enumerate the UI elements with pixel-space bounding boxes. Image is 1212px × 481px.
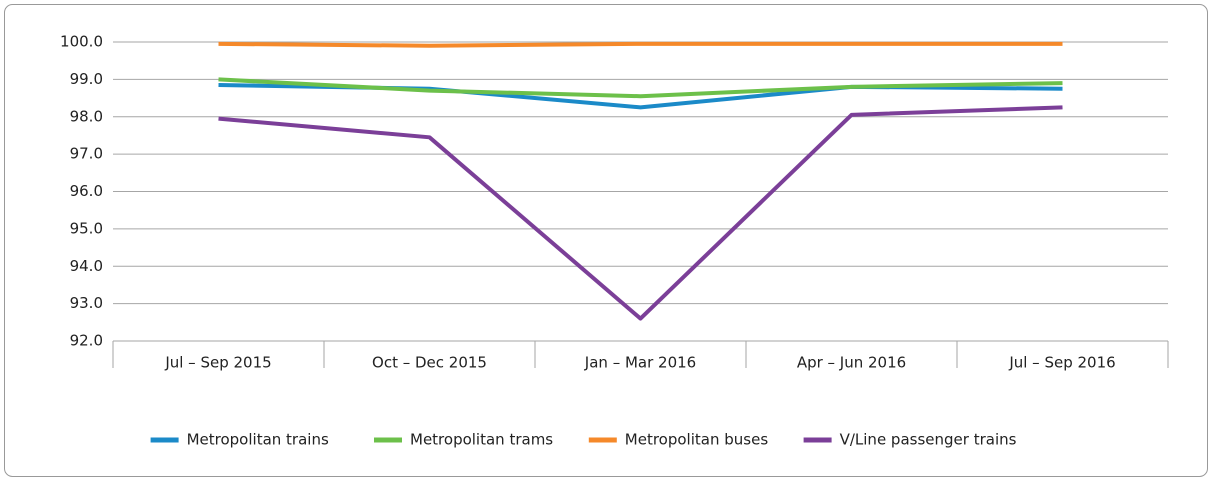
y-tick-label: 100.0 — [60, 33, 103, 51]
x-tick-label: Apr – Jun 2016 — [797, 354, 906, 372]
x-tick-label: Oct – Dec 2015 — [372, 354, 487, 372]
legend-label: V/Line passenger trains — [840, 431, 1017, 449]
legend-label: Metropolitan trams — [410, 431, 553, 449]
chart-border — [4, 4, 1208, 477]
y-tick-label: 93.0 — [70, 294, 103, 312]
y-tick-label: 92.0 — [70, 332, 103, 350]
y-tick-label: 95.0 — [70, 219, 103, 237]
x-tick-label: Jul – Sep 2016 — [1008, 354, 1115, 372]
y-tick-label: 94.0 — [70, 257, 103, 275]
series-line — [218, 105, 1063, 321]
series-line — [218, 77, 1063, 99]
x-tick-label: Jan – Mar 2016 — [584, 354, 696, 372]
y-tick-label: 97.0 — [70, 145, 103, 163]
y-tick-label: 96.0 — [70, 182, 103, 200]
legend-label: Metropolitan trains — [187, 431, 329, 449]
x-tick-label: Jul – Sep 2015 — [164, 354, 271, 372]
series-line — [218, 41, 1063, 48]
legend-label: Metropolitan buses — [625, 431, 769, 449]
y-tick-label: 99.0 — [70, 70, 103, 88]
y-tick-label: 98.0 — [70, 107, 103, 125]
